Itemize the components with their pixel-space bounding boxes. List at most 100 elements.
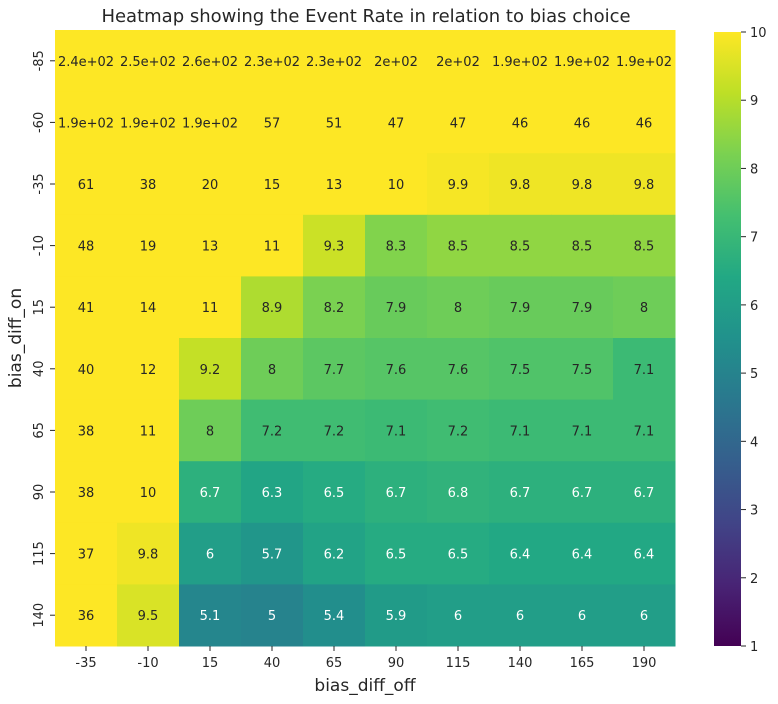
heatmap-cell	[241, 461, 304, 524]
cell-annotation: 5.7	[262, 548, 283, 563]
heatmap-cell	[117, 399, 180, 462]
cell-annotation: 13	[202, 240, 219, 255]
heatmap-cell	[179, 276, 242, 339]
cell-annotation: 8.9	[262, 301, 283, 316]
cell-annotation: 5	[268, 609, 276, 624]
cell-annotation: 6.5	[324, 486, 345, 501]
cell-annotation: 1.9e+02	[616, 55, 672, 70]
cell-annotation: 5.1	[200, 609, 221, 624]
cell-annotation: 46	[512, 116, 529, 131]
heatmap-cell	[303, 153, 366, 216]
y-tick-label: 115	[32, 541, 47, 566]
heatmap-cell	[365, 153, 428, 216]
heatmap-cell	[551, 91, 614, 154]
x-tick-label: -10	[137, 656, 158, 671]
x-tick-label: 65	[326, 656, 343, 671]
heatmap-cell	[489, 338, 552, 401]
cell-annotation: 14	[140, 301, 157, 316]
heatmap-cell	[303, 276, 366, 339]
cell-annotation: 2.3e+02	[244, 55, 300, 70]
heatmap-cell	[55, 338, 118, 401]
x-axis-label: bias_diff_off	[314, 676, 416, 696]
y-tick-label: 40	[32, 361, 47, 378]
heatmap-cell	[489, 461, 552, 524]
cell-annotation: 6	[454, 609, 462, 624]
colorbar-ticks: 1 2 3 4 5 6 7 8 9 10	[741, 26, 767, 655]
heatmap-cell	[179, 461, 242, 524]
heatmap-cell	[365, 276, 428, 339]
cell-annotation: 47	[388, 116, 405, 131]
cell-annotation: 6	[578, 609, 586, 624]
y-tick-label: -35	[32, 173, 47, 194]
y-tick-label: 65	[32, 422, 47, 439]
cell-annotation: 1.9e+02	[120, 116, 176, 131]
cell-annotation: 7.2	[324, 424, 345, 439]
cell-annotation: 7.6	[448, 363, 469, 378]
y-tick-label: 15	[32, 299, 47, 316]
cell-annotation: 41	[78, 301, 95, 316]
cell-annotation: 38	[78, 486, 95, 501]
cell-annotation: 57	[264, 116, 281, 131]
cell-annotation: 7.1	[572, 424, 593, 439]
cell-annotation: 61	[78, 178, 95, 193]
heatmap-cell	[241, 91, 304, 154]
heatmap-cell	[489, 522, 552, 585]
cell-annotation: 7.2	[448, 424, 469, 439]
heatmap-cell	[303, 214, 366, 277]
cell-annotation: 46	[636, 116, 653, 131]
heatmap-annotations: 2.4e+02 2.5e+02 2.6e+02 2.3e+02 2.3e+02 2e+02…	[58, 55, 672, 624]
cell-annotation: 11	[264, 240, 281, 255]
heatmap-cell	[489, 584, 552, 647]
heatmap-cell	[551, 399, 614, 462]
heatmap-cell	[613, 91, 676, 154]
heatmap-cell	[427, 522, 490, 585]
cell-annotation: 6.3	[262, 486, 283, 501]
x-axis-ticks: -35 -10 15 40 65 90 115 140 165 190	[75, 646, 656, 671]
heatmap-cell	[365, 91, 428, 154]
heatmap-cell	[551, 153, 614, 216]
cell-annotation: 9.3	[324, 240, 345, 255]
heatmap-cell	[179, 338, 242, 401]
y-tick-label: -85	[32, 50, 47, 71]
heatmap-cell	[241, 338, 304, 401]
cell-annotation: 6	[206, 548, 214, 563]
cell-annotation: 7.5	[572, 363, 593, 378]
cell-annotation: 10	[140, 486, 157, 501]
cell-annotation: 20	[202, 178, 219, 193]
cell-annotation: 8.2	[324, 301, 345, 316]
cell-annotation: 48	[78, 240, 95, 255]
cell-annotation: 19	[140, 240, 157, 255]
y-tick-label: 140	[32, 603, 47, 628]
y-tick-label: -60	[32, 112, 47, 133]
cell-annotation: 40	[78, 363, 95, 378]
cell-annotation: 2.5e+02	[120, 55, 176, 70]
heatmap-cell	[365, 399, 428, 462]
cell-annotation: 9.2	[200, 363, 221, 378]
heatmap-cell	[551, 30, 614, 93]
heatmap-cell	[55, 584, 118, 647]
cell-annotation: 38	[140, 178, 157, 193]
heatmap-cell	[427, 30, 490, 93]
heatmap-cell	[241, 153, 304, 216]
heatmap-cell	[613, 584, 676, 647]
cell-annotation: 6.7	[200, 486, 221, 501]
heatmap-cell	[613, 338, 676, 401]
heatmap-cell	[55, 214, 118, 277]
heatmap-cell	[55, 276, 118, 339]
cell-annotation: 11	[202, 301, 219, 316]
heatmap-cell	[241, 30, 304, 93]
heatmap-cell	[365, 338, 428, 401]
heatmap-cell	[551, 584, 614, 647]
heatmap-cell	[551, 522, 614, 585]
cell-annotation: 7.1	[386, 424, 407, 439]
cell-annotation: 6	[640, 609, 648, 624]
heatmap-cell	[117, 276, 180, 339]
cell-annotation: 2.4e+02	[58, 55, 114, 70]
cell-annotation: 7.9	[386, 301, 407, 316]
heatmap-cell	[303, 338, 366, 401]
cell-annotation: 10	[388, 178, 405, 193]
colorbar-tick-label: 9	[750, 94, 758, 109]
heatmap-cell	[55, 522, 118, 585]
colorbar-tick-label: 5	[750, 367, 758, 382]
